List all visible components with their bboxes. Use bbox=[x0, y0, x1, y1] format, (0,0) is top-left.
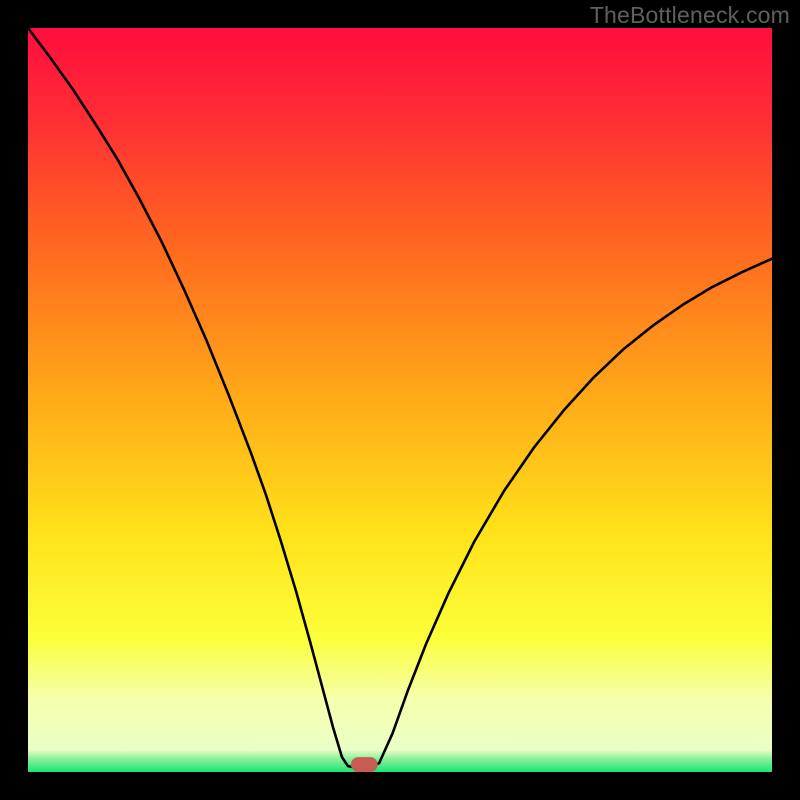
watermark-label: TheBottleneck.com bbox=[590, 2, 790, 29]
chart-svg bbox=[28, 28, 772, 772]
chart-container: TheBottleneck.com bbox=[0, 0, 800, 800]
plot-area bbox=[28, 28, 772, 772]
trough-marker bbox=[351, 757, 378, 772]
gradient-background bbox=[28, 28, 772, 772]
